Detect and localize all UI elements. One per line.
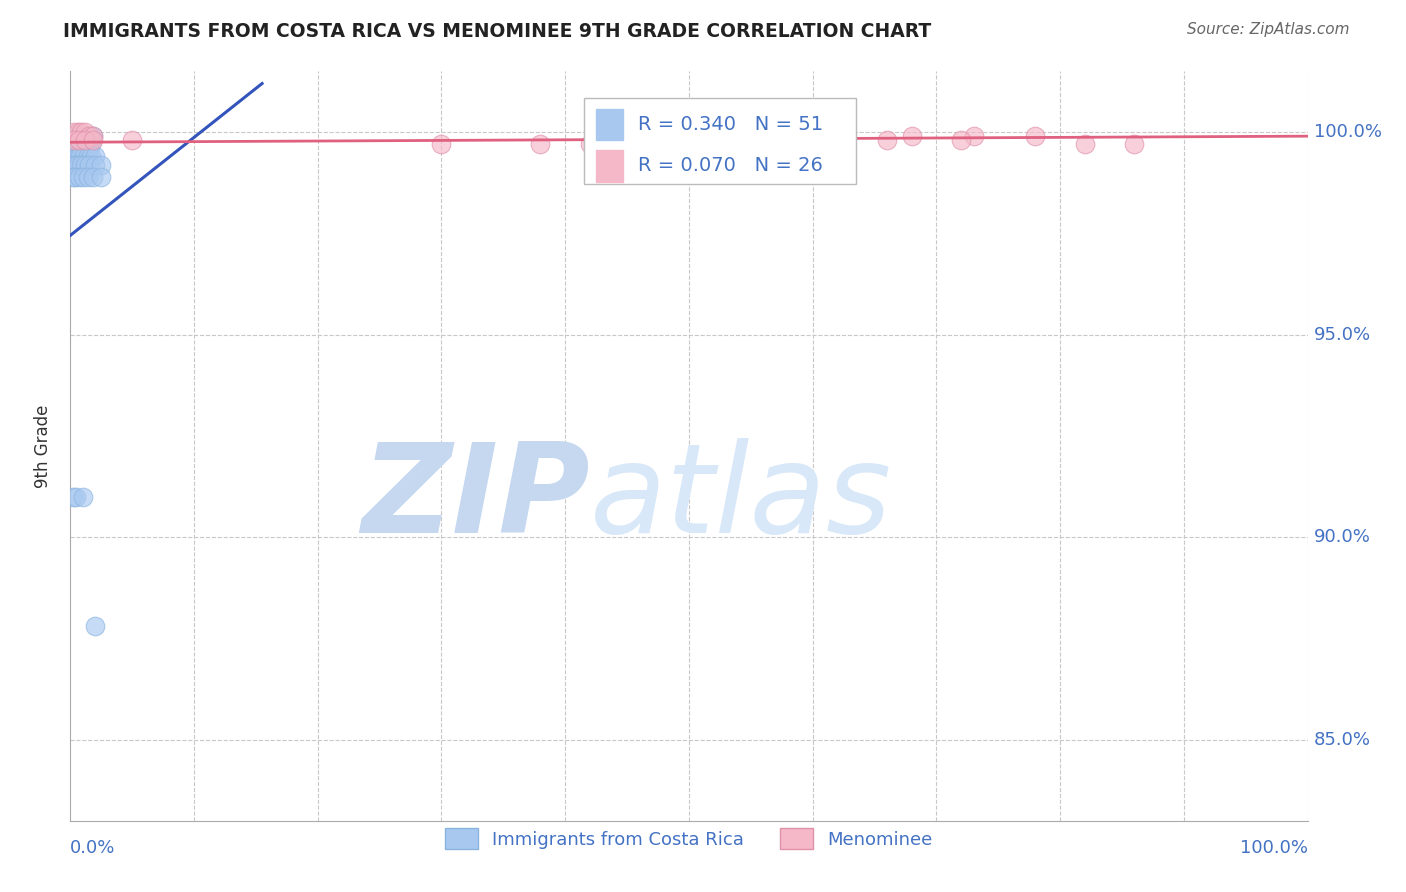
Point xyxy=(65,157,87,171)
Point xyxy=(740,133,762,147)
Text: Source: ZipAtlas.com: Source: ZipAtlas.com xyxy=(1187,22,1350,37)
Point xyxy=(65,149,87,163)
Point xyxy=(75,133,97,147)
Point xyxy=(66,125,89,139)
Point xyxy=(77,141,100,155)
Point xyxy=(63,125,86,139)
Text: ZIP: ZIP xyxy=(361,438,591,559)
Point xyxy=(876,133,898,147)
Point xyxy=(75,133,97,147)
Point xyxy=(579,137,602,152)
Point xyxy=(70,137,93,152)
Point xyxy=(82,133,104,147)
Point xyxy=(72,490,94,504)
Point xyxy=(1024,129,1046,144)
Point xyxy=(70,125,93,139)
Point xyxy=(65,141,87,155)
Point xyxy=(616,141,638,155)
Point xyxy=(63,137,86,152)
Text: 9th Grade: 9th Grade xyxy=(34,404,52,488)
Point xyxy=(121,133,143,147)
Point xyxy=(529,137,551,152)
Text: 85.0%: 85.0% xyxy=(1313,731,1371,748)
Point xyxy=(76,149,98,163)
Text: 0.0%: 0.0% xyxy=(70,839,115,857)
Point xyxy=(1074,137,1097,152)
Point xyxy=(66,149,89,163)
Point xyxy=(90,157,112,171)
Point xyxy=(900,129,922,144)
Point xyxy=(65,137,87,152)
Point xyxy=(77,157,100,171)
Point xyxy=(69,149,91,163)
Point xyxy=(73,129,96,144)
Point xyxy=(82,129,104,144)
Point xyxy=(76,169,98,184)
Legend: Immigrants from Costa Rica, Menominee: Immigrants from Costa Rica, Menominee xyxy=(439,822,939,856)
Point xyxy=(75,157,97,171)
Text: 90.0%: 90.0% xyxy=(1313,528,1371,546)
Text: IMMIGRANTS FROM COSTA RICA VS MENOMINEE 9TH GRADE CORRELATION CHART: IMMIGRANTS FROM COSTA RICA VS MENOMINEE … xyxy=(63,22,932,41)
Point xyxy=(950,133,973,147)
Point xyxy=(72,129,94,144)
Point xyxy=(63,129,86,144)
Point xyxy=(962,129,984,144)
Point xyxy=(70,157,93,171)
Point xyxy=(90,169,112,184)
Point xyxy=(77,129,100,144)
Bar xyxy=(596,150,623,181)
Point xyxy=(70,129,93,144)
Point xyxy=(62,141,84,155)
Text: R = 0.070   N = 26: R = 0.070 N = 26 xyxy=(638,156,823,175)
Point xyxy=(80,137,103,152)
Text: 95.0%: 95.0% xyxy=(1313,326,1371,343)
Point xyxy=(82,129,104,144)
Point xyxy=(77,137,100,152)
Bar xyxy=(596,109,623,140)
Text: 100.0%: 100.0% xyxy=(1313,123,1382,141)
Text: 100.0%: 100.0% xyxy=(1240,839,1308,857)
Point xyxy=(84,157,107,171)
Point xyxy=(827,129,849,144)
Point xyxy=(75,129,97,144)
Point xyxy=(62,490,84,504)
Point xyxy=(67,133,90,147)
Point xyxy=(73,137,96,152)
Text: R = 0.340   N = 51: R = 0.340 N = 51 xyxy=(638,115,824,134)
Point xyxy=(75,125,97,139)
Point xyxy=(63,133,86,147)
Text: atlas: atlas xyxy=(591,438,891,559)
Point xyxy=(80,129,103,144)
Point xyxy=(66,129,89,144)
Point xyxy=(65,169,87,184)
Point xyxy=(62,169,84,184)
Point xyxy=(67,169,90,184)
Point xyxy=(62,149,84,163)
Point xyxy=(62,157,84,171)
Point xyxy=(430,137,453,152)
Point xyxy=(65,490,87,504)
Point xyxy=(69,141,91,155)
Point xyxy=(73,149,96,163)
Point xyxy=(776,125,799,139)
Point xyxy=(84,149,107,163)
Point xyxy=(67,137,90,152)
Point xyxy=(80,149,103,163)
Point xyxy=(66,157,89,171)
Point xyxy=(72,169,94,184)
Point xyxy=(84,619,107,633)
Point xyxy=(66,141,89,155)
Point xyxy=(75,141,97,155)
Point xyxy=(82,169,104,184)
Point xyxy=(1123,137,1146,152)
Point xyxy=(72,141,94,155)
Point xyxy=(789,133,811,147)
Point xyxy=(77,129,100,144)
FancyBboxPatch shape xyxy=(583,97,856,184)
